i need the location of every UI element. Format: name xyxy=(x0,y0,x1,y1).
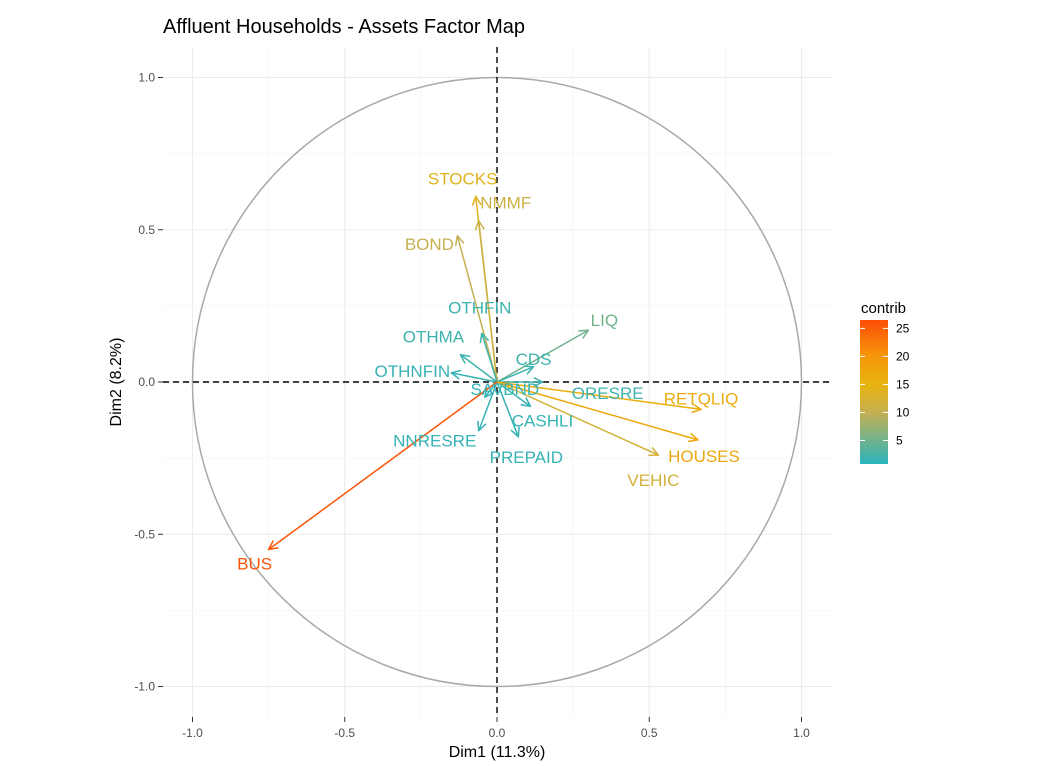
legend-tick-label: 10 xyxy=(896,405,910,419)
arrow-head xyxy=(474,219,485,231)
x-tick-label: 0.0 xyxy=(489,726,506,740)
legend-ticks: 5 10 15 20 25 xyxy=(860,321,910,447)
arrow-cds xyxy=(496,365,535,383)
arrow-shaft xyxy=(460,353,498,383)
label-prepaid: PREPAID xyxy=(490,448,563,467)
legend-tick-label: 15 xyxy=(896,377,910,391)
arrow-shaft xyxy=(496,381,520,438)
arrow-vehic xyxy=(496,381,660,457)
y-tick-label: -0.5 xyxy=(134,527,155,541)
arrow-shaft xyxy=(484,381,498,398)
arrow-shaft xyxy=(496,329,589,383)
label-stocks: STOCKS xyxy=(428,169,498,188)
arrow-head xyxy=(479,332,490,344)
arrow-head xyxy=(471,195,482,206)
variable-arrows xyxy=(267,195,702,551)
arrow-nnresre xyxy=(477,381,498,432)
arrow-shaft xyxy=(481,333,498,383)
label-vehic: VEHIC xyxy=(627,471,679,490)
arrow-head xyxy=(687,432,699,443)
legend-tick-label: 25 xyxy=(896,321,910,335)
y-axis-title: Dim2 (8.2%) xyxy=(108,338,125,427)
arrow-head xyxy=(510,426,520,438)
arrow-head xyxy=(520,397,532,408)
label-bond: BOND xyxy=(405,235,454,254)
arrow-head xyxy=(477,420,487,432)
arrow-head xyxy=(267,540,279,551)
arrow-retqliq xyxy=(496,381,702,414)
arrow-head xyxy=(533,377,544,387)
label-nnresre: NNRESRE xyxy=(393,432,476,451)
x-tick-label: 0.5 xyxy=(641,726,658,740)
arrow-shaft xyxy=(478,381,498,431)
arrow-shaft xyxy=(496,381,531,407)
y-tick-label: -1.0 xyxy=(134,680,155,694)
arrow-shaft xyxy=(451,372,498,383)
arrow-oresre xyxy=(497,377,544,387)
x-tick-label: -0.5 xyxy=(334,726,355,740)
label-liq: LIQ xyxy=(591,311,618,330)
arrow-head xyxy=(523,365,535,375)
x-tick-label: 1.0 xyxy=(793,726,810,740)
arrow-houses xyxy=(496,381,699,443)
chart-title: Affluent Households - Assets Factor Map xyxy=(163,16,525,38)
label-oresre: ORESRE xyxy=(572,384,644,403)
legend-tick-label: 5 xyxy=(896,433,903,447)
arrow-shaft xyxy=(268,381,498,551)
arrow-head xyxy=(578,329,590,339)
arrow-head xyxy=(454,235,465,246)
label-houses: HOUSES xyxy=(668,447,740,466)
legend-colorbar xyxy=(860,320,888,464)
arrow-nmmf xyxy=(474,219,498,383)
arrow-othma xyxy=(459,353,498,383)
label-othfin: OTHFIN xyxy=(448,298,511,317)
arrow-shaft xyxy=(496,381,659,456)
arrow-shaft xyxy=(496,381,702,411)
variable-labels: STOCKS NMMF BOND OTHFIN LIQ OTHMA CDS OTHNFIN SA… xyxy=(237,169,740,573)
arrow-cashli xyxy=(496,381,532,408)
label-cds: CDS xyxy=(516,350,552,369)
arrow-head xyxy=(450,369,462,380)
label-retqliq: RETQLIQ xyxy=(664,389,739,408)
x-tick-label: -1.0 xyxy=(182,726,203,740)
x-axis-title: Dim1 (11.3%) xyxy=(449,744,546,761)
label-savbnd: SAVBND xyxy=(470,380,539,399)
arrow-bus xyxy=(267,381,498,551)
label-cashli: CASHLI xyxy=(512,411,573,430)
arrow-head xyxy=(459,353,471,364)
y-tick-label: 0.5 xyxy=(138,223,155,237)
legend-title: contrib xyxy=(861,300,906,317)
arrow-liq xyxy=(496,329,590,383)
arrow-othfin xyxy=(479,332,498,383)
label-othnfin: OTHNFIN xyxy=(375,362,451,381)
arrow-prepaid xyxy=(496,381,520,438)
y-tick-label: 1.0 xyxy=(138,71,155,85)
arrow-head xyxy=(648,446,660,457)
legend: contrib 5 10 15 20 25 xyxy=(860,300,910,464)
label-othma: OTHMA xyxy=(403,328,465,347)
arrow-bond xyxy=(454,235,498,383)
arrow-shaft xyxy=(456,235,498,383)
arrow-shaft xyxy=(496,366,534,383)
label-nmmf: NMMF xyxy=(480,194,531,213)
arrow-othnfin xyxy=(450,369,498,383)
label-bus: BUS xyxy=(237,554,272,573)
legend-tick-label: 20 xyxy=(896,349,910,363)
arrow-shaft xyxy=(496,381,699,441)
arrow-head xyxy=(691,403,702,414)
arrow-shaft xyxy=(477,220,498,383)
y-tick-label: 0.0 xyxy=(138,375,155,389)
